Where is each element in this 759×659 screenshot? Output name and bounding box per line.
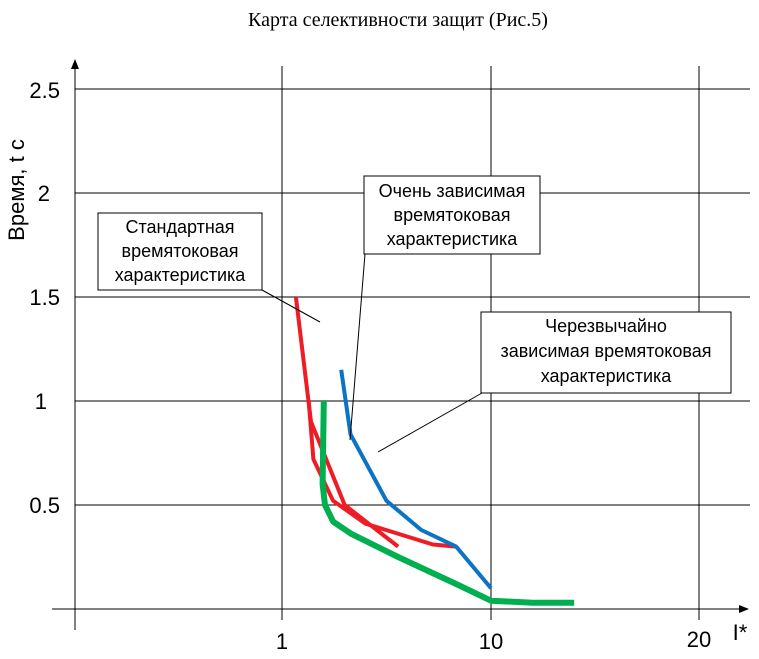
callout-line: характеристика [541,366,673,386]
callout-line: времятоковая [394,205,511,225]
series-line-very-inverse [339,369,493,590]
leader-line-extremely-inverse [377,392,483,453]
y-tick-label: 0.5 [29,493,60,518]
callout-standard: Стандартная времятоковая характеристика [97,212,321,323]
callout-box-standard [97,212,263,291]
grid-lines [75,66,750,620]
x-tick-label: 20 [687,627,711,652]
callout-box-very-inverse [363,175,541,255]
callout-line: характеристика [387,229,519,249]
series-group [293,296,575,606]
y-tick-labels: 0.5 1 1.5 2 2.5 [29,78,60,518]
callout-box-extremely-inverse [480,311,732,394]
chart-title: Карта селективности защит (Рис.5) [248,9,548,31]
callout-line: зависимая времятоковая [500,341,711,361]
x-tick-labels: 1 10 20 [276,627,711,654]
callout-extremely-inverse: Черезвычайно зависимая времятоковая хара… [377,311,732,453]
series-line-standard-b [306,400,457,549]
y-tick-label: 2.5 [29,78,60,103]
callout-very-inverse: Очень зависимая времятоковая характерист… [349,175,541,441]
x-axis-label: I* [733,620,748,645]
y-tick-label: 2 [38,181,50,206]
x-tick-label: 10 [479,629,503,654]
callout-line: времятоковая [122,241,239,261]
x-tick-label: 1 [276,629,288,654]
y-axis-label: Время, t c [4,139,29,241]
y-tick-label: 1 [35,389,47,414]
callout-line: Очень зависимая [379,181,526,201]
callout-line: характеристика [115,265,247,285]
leader-line-standard [261,289,321,323]
callout-line: Черезвычайно [545,316,667,336]
callout-line: Стандартная [125,217,234,237]
y-tick-label: 1.5 [29,285,60,310]
leader-line-very-inverse [349,253,366,441]
series-line-extremely-inverse [319,400,575,606]
